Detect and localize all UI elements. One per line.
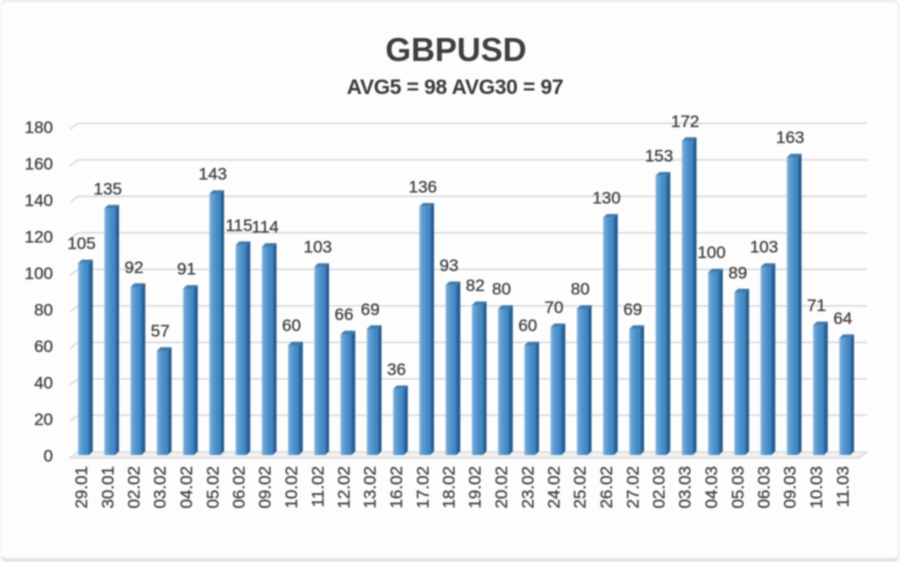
svg-text:172: 172 — [671, 112, 699, 131]
svg-text:0: 0 — [44, 446, 53, 465]
svg-text:03.03: 03.03 — [676, 466, 695, 509]
svg-text:23.02: 23.02 — [518, 466, 537, 509]
svg-text:103: 103 — [304, 238, 332, 257]
svg-text:04.02: 04.02 — [177, 466, 196, 509]
svg-text:40: 40 — [34, 373, 53, 392]
svg-text:26.02: 26.02 — [597, 466, 616, 509]
svg-text:140: 140 — [25, 191, 53, 210]
svg-text:66: 66 — [335, 305, 354, 324]
svg-text:71: 71 — [807, 296, 826, 315]
svg-text:69: 69 — [361, 300, 380, 319]
svg-text:135: 135 — [94, 179, 122, 198]
svg-text:02.03: 02.03 — [650, 466, 669, 509]
svg-text:36: 36 — [387, 360, 406, 379]
svg-text:105: 105 — [67, 234, 95, 253]
svg-text:80: 80 — [34, 300, 53, 319]
svg-text:13.02: 13.02 — [361, 466, 380, 509]
svg-text:20.02: 20.02 — [492, 466, 511, 509]
svg-text:115: 115 — [225, 216, 252, 235]
svg-text:02.02: 02.02 — [125, 466, 144, 509]
svg-text:103: 103 — [750, 238, 778, 257]
svg-text:143: 143 — [199, 165, 227, 184]
svg-text:05.02: 05.02 — [203, 466, 222, 509]
svg-text:06.02: 06.02 — [230, 466, 249, 509]
svg-text:29.01: 29.01 — [72, 466, 91, 509]
svg-text:60: 60 — [282, 316, 301, 335]
svg-text:25.02: 25.02 — [571, 466, 590, 509]
svg-text:10.02: 10.02 — [282, 466, 301, 509]
svg-text:10.03: 10.03 — [807, 466, 826, 509]
svg-text:19.02: 19.02 — [466, 466, 485, 509]
svg-text:12.02: 12.02 — [335, 466, 354, 509]
svg-text:100: 100 — [697, 243, 725, 262]
svg-text:09.02: 09.02 — [256, 466, 275, 509]
svg-text:60: 60 — [518, 316, 537, 335]
svg-text:91: 91 — [177, 260, 196, 279]
svg-text:136: 136 — [409, 178, 437, 197]
svg-text:130: 130 — [592, 188, 620, 207]
svg-text:69: 69 — [623, 300, 642, 319]
svg-text:20: 20 — [34, 410, 53, 429]
svg-text:82: 82 — [466, 276, 485, 295]
svg-text:04.03: 04.03 — [702, 466, 721, 509]
svg-text:163: 163 — [776, 128, 804, 147]
svg-text:120: 120 — [25, 227, 53, 246]
svg-text:03.02: 03.02 — [151, 466, 170, 509]
svg-text:80: 80 — [492, 280, 511, 299]
svg-text:93: 93 — [440, 256, 459, 275]
svg-text:100: 100 — [25, 264, 53, 283]
svg-text:153: 153 — [645, 147, 673, 166]
svg-text:180: 180 — [25, 118, 53, 137]
svg-text:27.02: 27.02 — [623, 466, 642, 509]
svg-text:30.01: 30.01 — [98, 466, 117, 509]
svg-text:160: 160 — [25, 154, 53, 173]
svg-text:80: 80 — [571, 280, 590, 299]
svg-text:11.02: 11.02 — [308, 466, 327, 507]
svg-text:16.02: 16.02 — [387, 466, 406, 509]
svg-text:114: 114 — [252, 218, 279, 237]
svg-text:06.03: 06.03 — [755, 466, 774, 509]
svg-text:11.03: 11.03 — [833, 466, 852, 507]
svg-text:17.02: 17.02 — [413, 466, 432, 509]
svg-text:05.03: 05.03 — [728, 466, 747, 509]
svg-text:70: 70 — [545, 298, 564, 317]
svg-text:24.02: 24.02 — [545, 466, 564, 509]
svg-text:92: 92 — [125, 258, 144, 277]
svg-text:57: 57 — [151, 322, 170, 341]
svg-text:60: 60 — [34, 337, 53, 356]
svg-text:18.02: 18.02 — [440, 466, 459, 509]
svg-text:09.03: 09.03 — [781, 466, 800, 509]
svg-text:89: 89 — [728, 263, 747, 282]
svg-text:64: 64 — [833, 309, 852, 328]
